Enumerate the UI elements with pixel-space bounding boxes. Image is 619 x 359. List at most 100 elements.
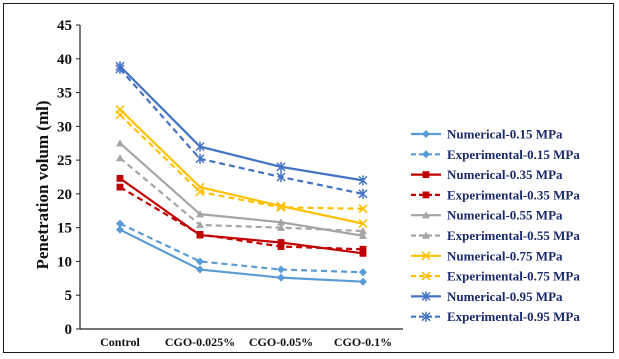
legend-label: Numerical-0.55 MPa	[447, 208, 563, 223]
chart-legend: Numerical-0.15 MPa Experimental-0.15 MPa N…	[411, 127, 580, 324]
data-point	[422, 231, 430, 239]
data-point	[358, 175, 368, 186]
series-line	[119, 108, 364, 225]
series-line	[119, 157, 364, 233]
legend-label: Numerical-0.95 MPa	[447, 289, 563, 304]
data-point	[116, 154, 124, 162]
data-point	[277, 265, 285, 274]
y-tick-label: 20	[57, 187, 72, 203]
data-point	[359, 227, 367, 235]
y-tick-label: 25	[57, 153, 72, 169]
data-point	[421, 271, 431, 281]
y-tick-label: 45	[57, 18, 72, 34]
x-tick-label: CGO-0.025%	[165, 335, 235, 349]
series-line	[119, 142, 364, 237]
series-experimental-0-15-mpa	[116, 219, 367, 277]
chart-axes: 0 5 10 15 20 25 30 35 40 45 Control CGO-0.025% CGO-0…	[57, 18, 403, 349]
data-point	[422, 150, 430, 159]
y-tick-label: 35	[57, 86, 72, 102]
y-tick-label: 0	[65, 322, 73, 338]
x-tick-label: CGO-0.05%	[249, 335, 313, 349]
data-point	[277, 243, 285, 250]
legend-label: Numerical-0.75 MPa	[447, 248, 563, 263]
data-point	[359, 249, 367, 257]
y-tick-label: 5	[65, 288, 73, 304]
series-experimental-0-95-mpa	[115, 63, 368, 199]
series-experimental-0-35-mpa	[116, 183, 367, 253]
data-point	[359, 277, 367, 286]
legend-label: Experimental-0.95 MPa	[447, 309, 580, 324]
data-point	[359, 231, 367, 239]
x-tick-label: CGO-0.1%	[334, 335, 392, 349]
data-point	[116, 139, 124, 147]
legend-label: Numerical-0.35 MPa	[447, 167, 563, 182]
series-numerical-0-95-mpa	[115, 61, 368, 186]
series-line	[119, 114, 364, 210]
data-point	[276, 172, 286, 182]
data-point	[276, 161, 286, 172]
data-point	[116, 219, 124, 228]
data-point	[196, 220, 204, 229]
y-tick-label: 10	[57, 254, 72, 270]
legend-item: Numerical-0.55 MPa	[411, 208, 563, 223]
series-line	[119, 222, 364, 274]
data-point	[421, 311, 431, 322]
data-point	[196, 257, 204, 266]
legend-label: Experimental-0.55 MPa	[447, 228, 580, 243]
series-layer	[115, 61, 368, 286]
x-tick-label: Control	[100, 335, 140, 349]
series-experimental-0-75-mpa	[115, 110, 368, 214]
legend-item: Experimental-0.95 MPa	[411, 309, 580, 324]
data-point	[277, 239, 285, 246]
data-point	[116, 174, 124, 182]
y-tick-label: 40	[57, 52, 72, 68]
data-point	[116, 225, 124, 234]
data-point	[421, 291, 431, 302]
legend-item: Experimental-0.35 MPa	[411, 187, 580, 202]
data-point	[359, 268, 367, 277]
data-point	[422, 211, 430, 219]
data-point	[116, 183, 124, 191]
legend-label: Experimental-0.35 MPa	[447, 187, 580, 202]
legend-label: Experimental-0.15 MPa	[447, 147, 580, 162]
data-point	[277, 273, 285, 282]
data-point	[277, 223, 285, 231]
data-point	[421, 251, 431, 261]
chart-frame	[3, 3, 614, 353]
data-point	[277, 218, 285, 226]
data-point	[422, 130, 430, 138]
series-experimental-0-55-mpa	[116, 154, 367, 235]
data-point	[276, 201, 286, 211]
data-point	[358, 204, 368, 214]
legend-label: Experimental-0.75 MPa	[447, 269, 580, 284]
series-numerical-0-15-mpa	[116, 225, 367, 286]
legend-item: Numerical-0.35 MPa	[411, 167, 563, 182]
data-point	[195, 153, 205, 164]
data-point	[276, 202, 286, 212]
data-point	[196, 265, 204, 274]
legend-item: Numerical-0.95 MPa	[411, 289, 563, 304]
legend-item: Experimental-0.55 MPa	[411, 228, 580, 243]
legend-item: Experimental-0.75 MPa	[411, 269, 580, 284]
data-point	[196, 231, 204, 238]
data-point	[422, 191, 430, 199]
series-line	[119, 186, 364, 251]
y-tick-label: 30	[57, 119, 72, 135]
legend-item: Numerical-0.75 MPa	[411, 248, 563, 263]
legend-item: Experimental-0.15 MPa	[411, 147, 580, 162]
data-point	[358, 188, 368, 199]
y-axis-label: Penetration volum (ml)	[33, 100, 52, 269]
y-tick-label: 15	[57, 221, 72, 237]
data-point	[359, 245, 367, 253]
data-point	[196, 210, 204, 218]
legend-label: Numerical-0.15 MPa	[447, 127, 563, 142]
legend-item: Numerical-0.15 MPa	[411, 127, 563, 142]
data-point	[195, 141, 205, 152]
data-point	[115, 63, 125, 74]
series-line	[119, 228, 364, 283]
data-point	[115, 110, 125, 120]
data-point	[358, 219, 368, 229]
data-point	[422, 171, 430, 178]
series-numerical-0-55-mpa	[116, 139, 367, 239]
